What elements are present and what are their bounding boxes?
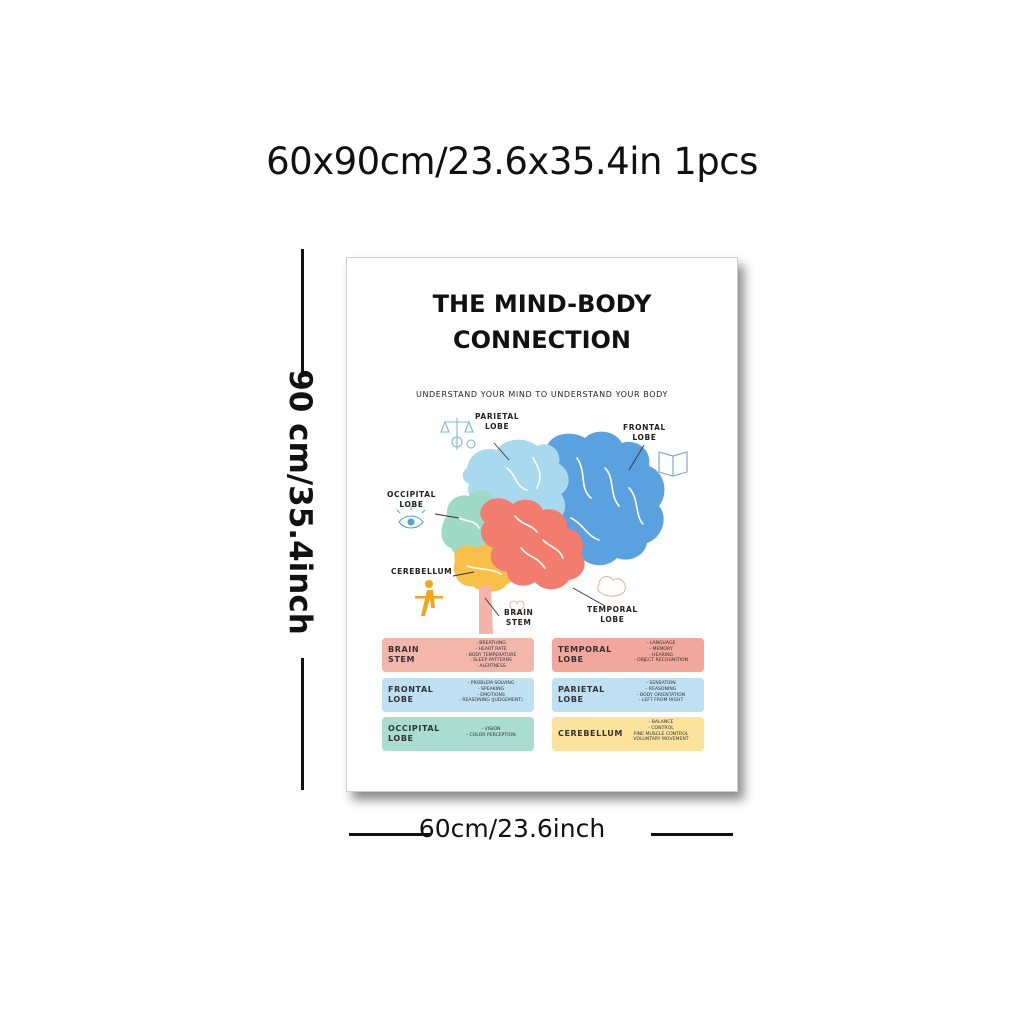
label-cerebellum-line1: CEREBELLUM	[391, 567, 453, 576]
temporal-lobe	[480, 498, 585, 590]
balance-figure-icon	[415, 580, 443, 616]
book-icon	[658, 451, 688, 477]
function-item: - SENSATION	[646, 681, 676, 686]
function-item: - OBJECT RECOGNITION	[633, 658, 689, 664]
card-cerebellum-functions: - BALANCE - CONTROL FINE MUSCLE CONTROL …	[620, 720, 702, 743]
label-temporal-line2: LOBE	[600, 615, 625, 624]
label-brain-stem: BRAIN STEM	[504, 608, 533, 628]
function-item: VOLUNTARY MOVEMENT	[633, 737, 689, 743]
width-dimension-line-right	[651, 833, 733, 836]
function-item: - REASONING	[645, 686, 677, 692]
function-item: - HEART RATE	[475, 646, 507, 652]
label-frontal-line2: LOBE	[632, 433, 657, 442]
card-occipital-lobe-name: OCCIPITAL LOBE	[388, 717, 448, 751]
card-name-line: STEM	[388, 655, 416, 664]
label-cerebellum: CEREBELLUM	[391, 567, 452, 577]
label-brain-stem-line1: BRAIN	[504, 608, 534, 617]
card-name-line: LOBE	[558, 695, 584, 704]
card-cerebellum-name: CEREBELLUM	[558, 717, 622, 751]
label-parietal-line1: PARIETAL	[475, 412, 520, 421]
label-arrows	[434, 442, 645, 617]
brain-gyri	[458, 457, 644, 575]
heart-icon	[509, 600, 525, 615]
brain-sketch-icon	[597, 576, 626, 597]
card-parietal-lobe-functions: - SENSATION - REASONING - BODY ORIENTATI…	[620, 681, 702, 704]
card-parietal-lobe: PARIETAL LOBE - SENSATION - REASONING - B…	[552, 678, 704, 712]
card-name-line: OCCIPITAL	[388, 724, 440, 733]
function-item: - COLOR PERCEPTION	[466, 732, 516, 738]
function-item: - EMOTIONS	[477, 692, 505, 698]
poster-title-line2: CONNECTION	[453, 326, 631, 354]
width-dimension-line-left	[349, 833, 431, 836]
card-name-line: PARIETAL	[558, 685, 605, 694]
card-frontal-lobe-functions: - PROBLEM SOLVING - SPEAKING - EMOTIONS …	[450, 681, 532, 704]
function-item: - HEARING	[648, 652, 674, 658]
function-item: - VISION	[481, 727, 501, 732]
card-name-line: CEREBELLUM	[558, 729, 623, 738]
card-temporal-lobe-name: TEMPORAL LOBE	[558, 638, 618, 672]
function-item: - LANGUAGE	[646, 641, 676, 646]
label-temporal-lobe: TEMPORAL LOBE	[587, 605, 638, 625]
poster-title: THE MIND-BODY CONNECTION	[347, 286, 737, 358]
card-name-line: LOBE	[558, 655, 584, 664]
label-occipital-line2: LOBE	[399, 500, 424, 509]
card-frontal-lobe-name: FRONTAL LOBE	[388, 678, 448, 712]
card-frontal-lobe: FRONTAL LOBE - PROBLEM SOLVING - SPEAKING…	[382, 678, 534, 712]
function-item: - BODY TEMPERATURE	[465, 652, 517, 658]
card-name-line: TEMPORAL	[558, 645, 612, 654]
function-item: - SLEEP PATTERNS	[470, 658, 512, 664]
size-title: 60x90cm/23.6x35.4in 1pcs	[266, 140, 758, 183]
label-parietal-line2: LOBE	[485, 422, 510, 431]
width-dimension-label: 60cm/23.6inch	[418, 814, 606, 843]
function-item: - BODY ORIENTATION	[636, 692, 686, 698]
function-item: - REASONING (JUDGEMENT)	[459, 698, 523, 704]
card-name-line: LOBE	[388, 695, 414, 704]
height-dimension-line-bottom	[301, 658, 304, 790]
label-brain-stem-line2: STEM	[505, 618, 532, 627]
card-name-line: FRONTAL	[388, 685, 434, 694]
function-item: FINE MUSCLE CONTROL	[633, 731, 689, 737]
scale-icon	[440, 418, 476, 450]
label-frontal-line1: FRONTAL	[623, 423, 666, 432]
card-name-line: LOBE	[388, 734, 414, 743]
label-occipital-line1: OCCIPITAL	[387, 490, 436, 499]
function-item: - ALERTNESS	[476, 664, 506, 670]
function-item: - CONTROL	[648, 725, 674, 731]
function-item: - BALANCE	[648, 720, 674, 725]
poster-subtitle: UNDERSTAND YOUR MIND TO UNDERSTAND YOUR …	[416, 390, 668, 399]
poster-title-line1: THE MIND-BODY	[432, 290, 652, 318]
card-brain-stem: BRAIN STEM - BREATHING - HEART RATE - BOD…	[382, 638, 534, 672]
height-dimension-line-top	[301, 249, 304, 377]
brain-stem	[479, 586, 493, 634]
function-item: - PROBLEM SOLVING	[467, 681, 515, 686]
card-cerebellum: CEREBELLUM - BALANCE - CONTROL FINE MUSC…	[552, 717, 704, 751]
card-brain-stem-functions: - BREATHING - HEART RATE - BODY TEMPERAT…	[450, 641, 532, 670]
eye-icon	[396, 506, 426, 529]
brain-diagram	[396, 418, 688, 634]
label-occipital-lobe: OCCIPITAL LOBE	[387, 490, 436, 510]
card-temporal-lobe-functions: - LANGUAGE - MEMORY - HEARING - OBJECT R…	[620, 641, 702, 664]
card-occipital-lobe: OCCIPITAL LOBE - VISION - COLOR PERCEPTIO…	[382, 717, 534, 751]
function-item: - LEFT FROM RIGHT	[638, 698, 684, 704]
function-item: - SPEAKING	[477, 686, 505, 692]
card-brain-stem-name: BRAIN STEM	[388, 638, 448, 672]
poster: THE MIND-BODY CONNECTION UNDERSTAND YOUR…	[346, 257, 738, 792]
card-parietal-lobe-name: PARIETAL LOBE	[558, 678, 618, 712]
function-item: - MEMORY	[649, 646, 673, 652]
card-name-line: BRAIN	[388, 645, 420, 654]
card-temporal-lobe: TEMPORAL LOBE - LANGUAGE - MEMORY - HEARI…	[552, 638, 704, 672]
card-occipital-lobe-functions: - VISION - COLOR PERCEPTION	[450, 727, 532, 739]
height-dimension-label: 90 cm/35.4inch	[282, 369, 318, 635]
label-temporal-line1: TEMPORAL	[587, 605, 638, 614]
function-item: - BREATHING	[476, 641, 506, 646]
label-parietal-lobe: PARIETAL LOBE	[475, 412, 519, 432]
label-frontal-lobe: FRONTAL LOBE	[623, 423, 666, 443]
